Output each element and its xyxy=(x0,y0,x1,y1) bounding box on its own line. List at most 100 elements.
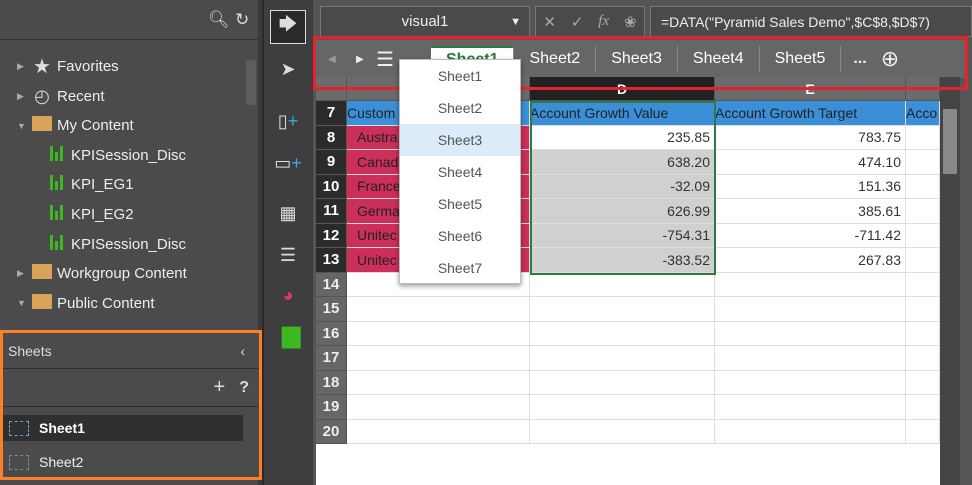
confirm-icon[interactable]: ✓ xyxy=(570,13,584,31)
row-header[interactable]: 15 xyxy=(316,297,347,322)
value-cell[interactable]: 626.99 xyxy=(530,199,715,224)
dropdown-item[interactable]: Sheet6 xyxy=(437,228,483,244)
row-header[interactable]: 7 xyxy=(316,101,347,126)
cell[interactable] xyxy=(906,419,940,444)
insert-column-icon[interactable]: ▯ + xyxy=(277,110,299,131)
header-cell[interactable]: Account Growth Value xyxy=(530,101,715,126)
cell[interactable] xyxy=(715,272,906,297)
value-cell[interactable]: 638.20 xyxy=(530,150,715,175)
list-icon[interactable]: ☰ xyxy=(279,244,297,265)
header-cell[interactable]: Account Growth Target xyxy=(715,101,906,126)
add-chart-icon[interactable]: ▐█ xyxy=(275,326,301,347)
row-header[interactable]: 14 xyxy=(316,272,347,297)
row-header[interactable]: 12 xyxy=(316,223,347,248)
target-cell[interactable]: 151.36 xyxy=(715,174,906,199)
cell[interactable] xyxy=(347,395,530,420)
tab-scroll-left-icon[interactable]: ◀ xyxy=(328,53,336,65)
tab-sheet5[interactable]: Sheet5 xyxy=(760,46,842,72)
cell[interactable] xyxy=(906,370,940,395)
value-cell[interactable]: -383.52 xyxy=(530,248,715,273)
insert-row-icon[interactable]: ▭ + xyxy=(274,152,302,173)
cell[interactable] xyxy=(906,174,940,199)
tree-item[interactable]: ▼ Public Content xyxy=(0,289,250,318)
tree-item[interactable]: KPISession_Disc xyxy=(0,230,250,259)
cell[interactable] xyxy=(906,223,940,248)
value-cell[interactable]: -754.31 xyxy=(530,223,715,248)
cell[interactable] xyxy=(347,272,530,297)
cell[interactable] xyxy=(906,199,940,224)
row-header[interactable]: 9 xyxy=(316,150,347,175)
cell[interactable] xyxy=(347,346,530,371)
cell[interactable] xyxy=(906,321,940,346)
expand-arrow-icon[interactable]: ▶ xyxy=(17,268,24,279)
cell[interactable] xyxy=(906,395,940,420)
tree-item[interactable]: ▶ ◴ Recent xyxy=(0,82,250,111)
tab-scroll-right-icon[interactable]: ▶ xyxy=(356,53,364,65)
sheet-list-item[interactable]: Sheet2 xyxy=(3,449,243,475)
cell[interactable] xyxy=(347,321,530,346)
row-header[interactable]: 16 xyxy=(316,321,347,346)
cell[interactable] xyxy=(906,346,940,371)
column-header[interactable] xyxy=(906,77,940,101)
target-cell[interactable]: 474.10 xyxy=(715,150,906,175)
formula-input[interactable]: =DATA("Pyramid Sales Demo",$C$8,$D$7) xyxy=(650,6,972,37)
tree-item[interactable]: ▶ Workgroup Content xyxy=(0,259,250,288)
add-sheet-button[interactable]: + xyxy=(213,376,226,398)
ai-icon[interactable]: ❀ xyxy=(623,13,637,31)
chevron-down-icon[interactable]: ▼ xyxy=(510,15,521,28)
column-header[interactable]: E xyxy=(715,77,906,101)
collapse-icon[interactable]: ‹ xyxy=(240,342,245,359)
refresh-icon[interactable]: ↻ xyxy=(235,10,250,29)
select-pointer-icon[interactable]: 🡆︎ xyxy=(270,10,306,44)
grid-scrollbar[interactable] xyxy=(940,77,960,485)
cell[interactable] xyxy=(715,321,906,346)
cell[interactable] xyxy=(715,297,906,322)
value-cell[interactable]: -32.09 xyxy=(530,174,715,199)
cell[interactable] xyxy=(715,419,906,444)
header-cell[interactable]: Acco xyxy=(906,101,940,126)
dropdown-item[interactable]: Sheet1 xyxy=(437,68,483,84)
cell[interactable] xyxy=(530,297,715,322)
more-tabs-button[interactable]: ... xyxy=(853,50,867,67)
cell[interactable] xyxy=(530,321,715,346)
row-header[interactable]: 19 xyxy=(316,395,347,420)
tab-sheet2[interactable]: Sheet2 xyxy=(514,46,597,72)
select-all-corner[interactable] xyxy=(316,77,347,101)
expand-arrow-icon[interactable]: ▶ xyxy=(17,61,24,71)
add-tab-icon[interactable]: ⊕ xyxy=(880,46,900,71)
cell[interactable] xyxy=(906,248,940,273)
row-header[interactable]: 11 xyxy=(316,199,347,224)
row-header[interactable]: 13 xyxy=(316,248,347,273)
tree-item[interactable]: ▼ My Content xyxy=(0,111,250,140)
cell[interactable] xyxy=(347,370,530,395)
name-box[interactable]: visual1 ▼ xyxy=(320,6,530,37)
row-header[interactable]: 18 xyxy=(316,370,347,395)
search-icon[interactable]: 🔍︎ xyxy=(208,10,230,29)
tree-item[interactable]: KPISession_Disc xyxy=(0,141,250,170)
expand-arrow-icon[interactable]: ▼ xyxy=(17,298,26,309)
sheet-list-item[interactable]: Sheet1 xyxy=(3,415,243,441)
column-header[interactable]: D xyxy=(530,77,715,101)
browser-scrollbar[interactable] xyxy=(246,60,256,105)
format-pointer-icon[interactable]: ➤ xyxy=(280,58,296,79)
dropdown-item[interactable]: Sheet5 xyxy=(437,196,483,212)
cell[interactable] xyxy=(530,419,715,444)
tab-sheet4[interactable]: Sheet4 xyxy=(678,46,760,72)
cell[interactable] xyxy=(906,272,940,297)
dropdown-item[interactable]: Sheet2 xyxy=(437,100,483,116)
cell[interactable] xyxy=(530,272,715,297)
cell[interactable] xyxy=(906,297,940,322)
tab-sheet3[interactable]: Sheet3 xyxy=(596,46,678,72)
expand-arrow-icon[interactable]: ▼ xyxy=(17,120,26,131)
expand-arrow-icon[interactable]: ▶ xyxy=(17,90,24,101)
dropdown-item[interactable]: Sheet4 xyxy=(437,164,483,180)
cell[interactable] xyxy=(715,395,906,420)
target-cell[interactable]: 783.75 xyxy=(715,125,906,150)
dropdown-item[interactable]: Sheet3 xyxy=(400,124,520,156)
cell[interactable] xyxy=(347,297,530,322)
row-header[interactable]: 8 xyxy=(316,125,347,150)
cell[interactable] xyxy=(715,346,906,371)
target-cell[interactable]: -711.42 xyxy=(715,223,906,248)
quick-chart-icon[interactable]: ◕ xyxy=(282,284,294,305)
cell[interactable] xyxy=(347,419,530,444)
